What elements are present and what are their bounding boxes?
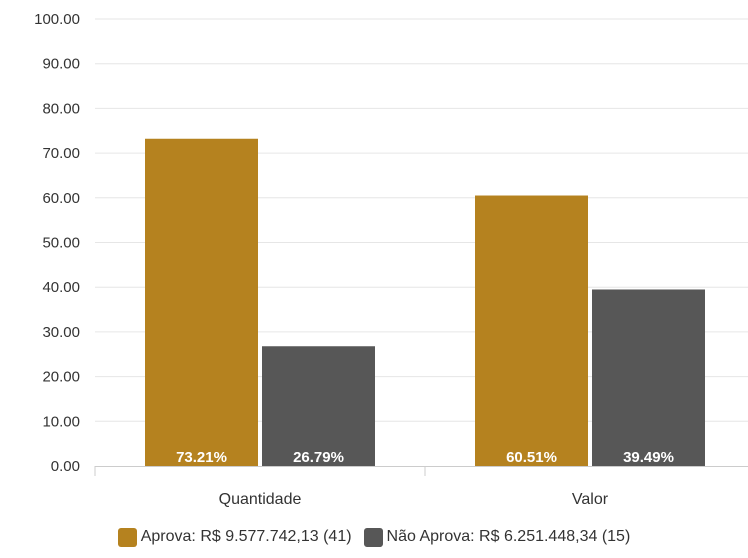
legend-swatch-aprova: [117, 527, 137, 547]
bar-data-label: 39.49%: [623, 449, 674, 466]
y-tick-label: 30.00: [42, 324, 80, 341]
legend-item-nao-aprova[interactable]: Não Aprova: R$ 6.251.448,34 (15): [363, 527, 631, 547]
y-tick-label: 70.00: [42, 145, 80, 162]
legend-label-aprova: Aprova: R$ 9.577.742,13 (41): [140, 528, 352, 545]
category-labels: Quantidade Valor: [219, 491, 609, 508]
legend-swatch-nao-aprova: [363, 527, 383, 547]
bar-data-label: 73.21%: [176, 449, 227, 466]
bar[interactable]: [475, 195, 588, 466]
category-label: Valor: [572, 491, 609, 508]
y-tick-label: 80.00: [42, 100, 80, 117]
bars: [145, 138, 705, 467]
y-tick-label: 40.00: [42, 279, 80, 296]
y-tick-label: 50.00: [42, 235, 80, 252]
legend: Aprova: R$ 9.577.742,13 (41) Não Aprova:…: [0, 524, 748, 550]
bar-data-label: 26.79%: [293, 449, 344, 466]
y-tick-label: 90.00: [42, 56, 80, 73]
bar[interactable]: [592, 289, 705, 466]
data-labels: 73.21% 26.79% 60.51% 39.49%: [176, 449, 674, 466]
y-tick-label: 20.00: [42, 369, 80, 386]
legend-label-nao-aprova: Não Aprova: R$ 6.251.448,34 (15): [386, 528, 631, 545]
y-tick-label: 60.00: [42, 190, 80, 207]
y-tick-label: 10.00: [42, 413, 80, 430]
bar[interactable]: [262, 346, 375, 466]
x-axis: [94, 466, 748, 476]
y-axis-ticks: 0.00 10.00 20.00 30.00 40.00 50.00 60.00 70.00 8…: [34, 11, 80, 475]
legend-item-aprova[interactable]: Aprova: R$ 9.577.742,13 (41): [117, 527, 352, 547]
bar-chart: 0.00 10.00 20.00 30.00 40.00 50.00 60.00 70.00 8…: [34, 11, 748, 508]
category-label: Quantidade: [219, 491, 302, 508]
y-tick-label: 100.00: [34, 11, 80, 28]
bar[interactable]: [145, 138, 258, 467]
bar-data-label: 60.51%: [506, 449, 557, 466]
y-tick-label: 0.00: [51, 458, 80, 475]
